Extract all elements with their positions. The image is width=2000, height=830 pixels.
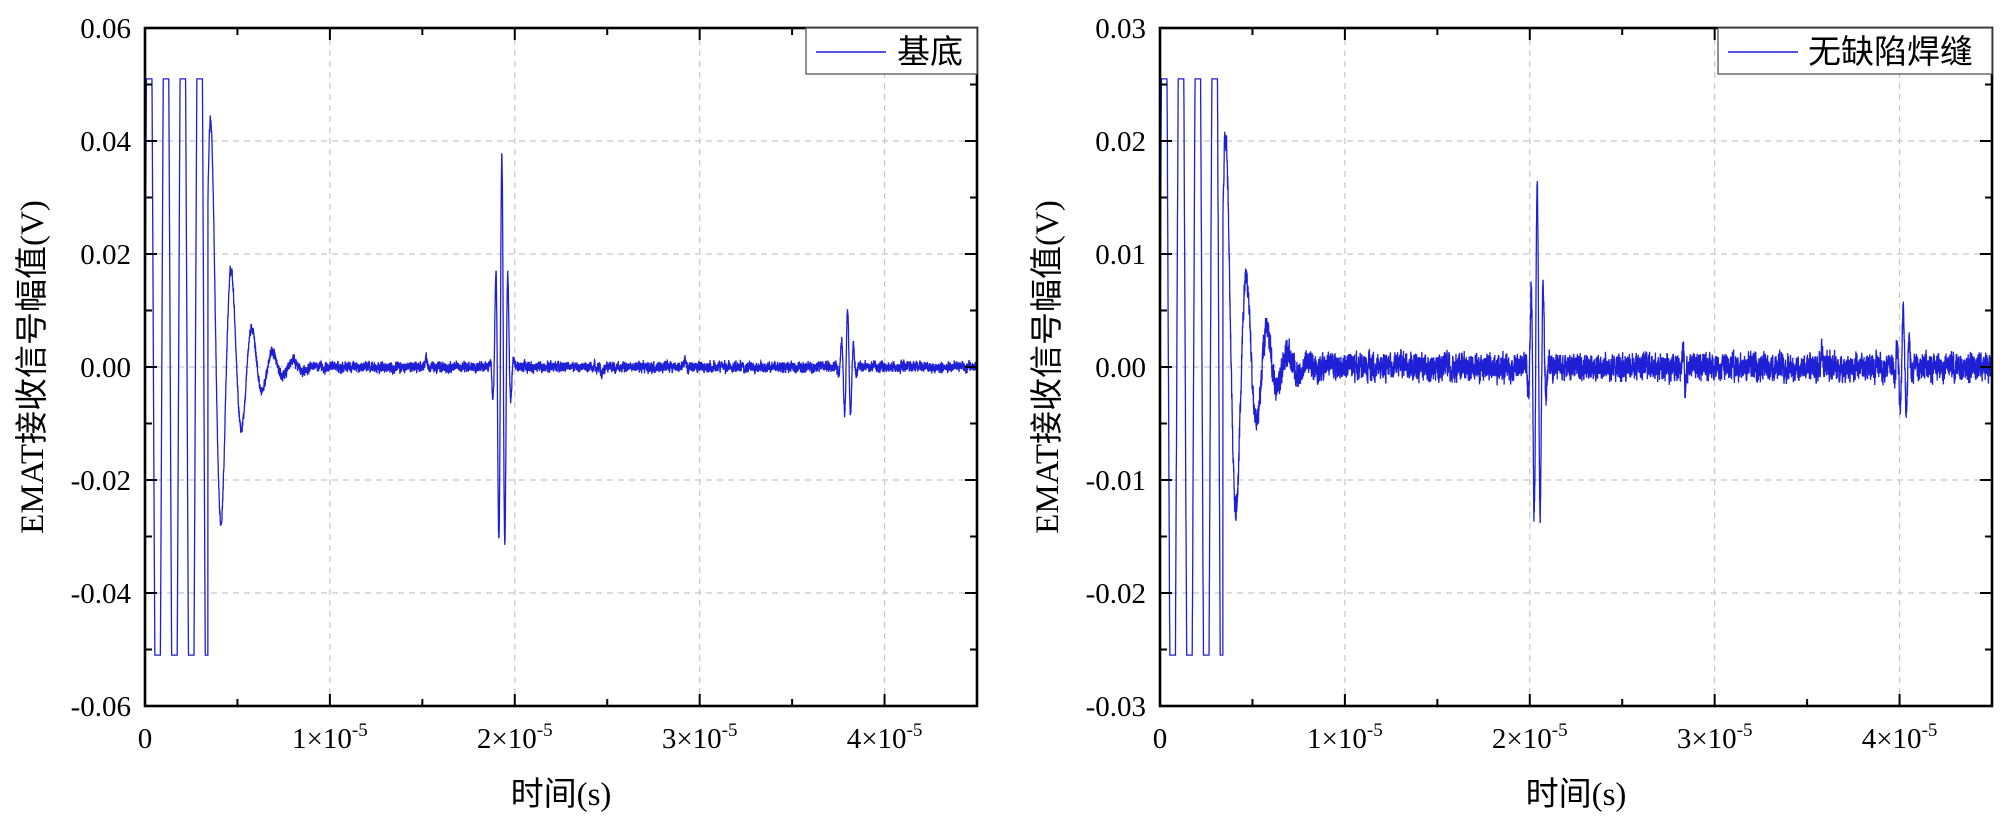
series-line-basis [145,78,977,656]
x-tick-label: 2×10-5 [477,720,553,755]
series-line-weld [1160,78,1992,656]
y-tick-label: -0.04 [71,578,132,610]
legend-box [1717,27,1993,75]
y-tick-label: -0.03 [1086,691,1146,723]
x-tick-label: 2×10-5 [1492,720,1568,755]
y-tick-label: -0.06 [71,691,131,723]
legend-entry-label: 无缺陷焊缝 [1808,34,1973,71]
x-tick-label: 3×10-5 [662,720,738,755]
x-tick-label: 1×10-5 [292,720,368,755]
x-tick-label: 4×10-5 [1862,720,1938,755]
x-tick-label: 4×10-5 [847,720,923,755]
x-tick-label: 0 [1153,723,1168,755]
y-tick-label: 0.06 [80,13,131,45]
x-tick-labels: 0 1×10-5 2×10-5 3×10-5 4×10-5 [138,720,923,755]
legend: 无缺陷焊缝 [1717,27,1993,75]
plot-area [145,78,977,656]
y-axis-label: EMAT接收信号幅值(V) [14,200,51,534]
x-tick-label: 3×10-5 [1677,720,1753,755]
plot-area [1160,78,1992,656]
y-tick-label: -0.01 [1086,465,1146,497]
legend: 基底 [805,27,978,75]
y-tick-label: -0.02 [71,465,131,497]
y-tick-label: 0.02 [80,239,131,271]
y-tick-label: 0.02 [1095,126,1146,158]
y-tick-label: 0.04 [80,126,131,158]
x-tick-labels: 0 1×10-5 2×10-5 3×10-5 4×10-5 [1153,720,1938,755]
y-tick-label: 0.03 [1095,13,1146,45]
y-tick-label: -0.02 [1086,578,1146,610]
legend-entry-label: 基底 [897,34,963,71]
legend-box [805,27,978,75]
y-tick-labels: -0.06 -0.04 -0.02 0.00 0.02 0.04 0.06 [71,13,132,723]
y-tick-label: 0.01 [1095,239,1146,271]
x-axis-label: 时间(s) [511,777,612,813]
y-tick-label: 0.00 [1095,352,1146,384]
x-axis-label: 时间(s) [1526,777,1627,813]
x-tick-label: 0 [138,723,153,755]
x-tick-label: 1×10-5 [1307,720,1383,755]
y-tick-labels: -0.03 -0.02 -0.01 0.00 0.01 0.02 0.03 [1086,13,1146,723]
chart-right: -0.03 -0.02 -0.01 0.00 0.01 0.02 0.03 0 1×10-5 2… [1029,13,1994,813]
grid-lines [1160,28,1992,706]
y-tick-label: 0.00 [80,352,131,384]
y-axis-label: EMAT接收信号幅值(V) [1029,200,1066,534]
chart-left: -0.06 -0.04 -0.02 0.00 0.02 0.04 0.06 0 1×10-5 2… [14,13,979,813]
